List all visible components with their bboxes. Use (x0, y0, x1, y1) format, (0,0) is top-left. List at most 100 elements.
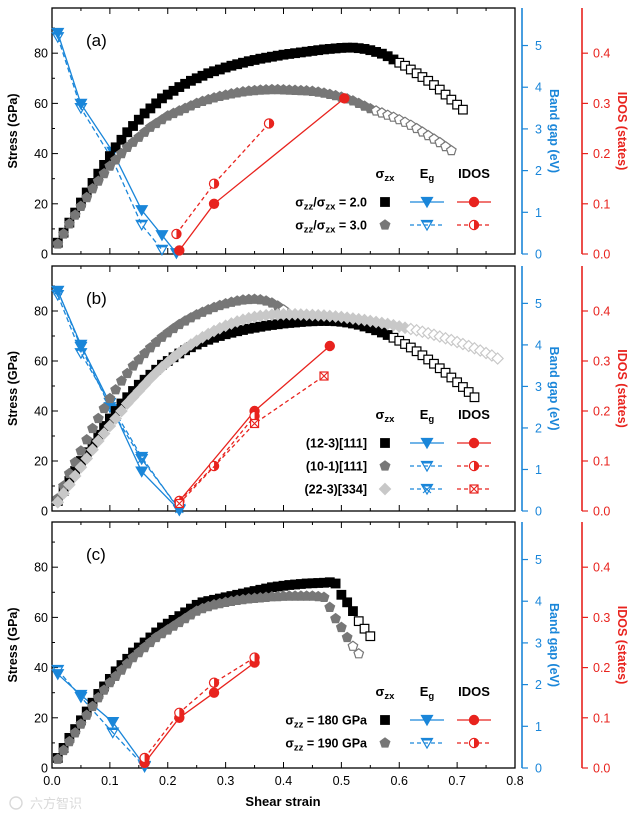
stress-point (98, 684, 110, 695)
idos-point-half (144, 753, 150, 763)
x-tick-label: 0.7 (448, 774, 465, 788)
x-axis: 0.0 0.1 0.2 0.3 0.4 0.5 0.6 0.7 0.8 (43, 774, 523, 788)
stress-point (342, 597, 353, 608)
legend-header-sub: zx (384, 691, 395, 702)
x-tick-label: 0.4 (275, 774, 292, 788)
panel-label: (b) (86, 289, 107, 308)
panel-a: 0 20 40 60 80 Stress (GPa) 0 1 2 3 4 5 Band gap (eV)… (6, 7, 629, 262)
stress-point (336, 589, 347, 600)
legend-stress-marker (380, 197, 390, 207)
gap-tick-label: 3 (535, 122, 542, 136)
stress-tick-label: 60 (34, 97, 48, 111)
stress-point (151, 98, 162, 109)
idos-series-2 (139, 652, 260, 764)
stress-point (86, 443, 99, 457)
idos-point-cross (174, 499, 184, 508)
gap-tick-label: 2 (535, 164, 542, 178)
gap-point (135, 205, 149, 217)
stress-point (128, 121, 138, 131)
legend-gap-marker (420, 460, 434, 473)
stress-point (445, 144, 457, 156)
gap-point (106, 717, 120, 729)
legend-header: IDOS (458, 166, 490, 181)
idos-point-half (269, 118, 274, 129)
legend-header: IDOS (458, 407, 490, 422)
gap-point-cross (52, 286, 64, 296)
stress-point (109, 412, 123, 425)
gap-tick-label: 0 (535, 762, 542, 776)
legend-label: σzz​ = 190 GPa (285, 737, 368, 754)
stress-point (92, 175, 104, 186)
stress-point (122, 127, 133, 138)
legend-stress-marker (380, 438, 390, 448)
gap-point (106, 727, 120, 739)
stress-series-1 (52, 42, 468, 248)
legend-idos-marker (468, 714, 480, 726)
gap-tick-label: 5 (535, 297, 542, 311)
legend-text: = 3.0 (335, 219, 367, 233)
legend-label: σzz​/σzx​ = 3.0 (295, 219, 367, 236)
gap-point (135, 466, 149, 478)
stress-series-2 (52, 83, 457, 249)
legend-sigma: σ (295, 196, 304, 210)
legend-sigma-sub: zx (325, 202, 336, 213)
stress-point (69, 456, 81, 467)
gap-tick-label: 2 (535, 678, 542, 692)
legend-header-sub: zx (384, 414, 395, 425)
stress-point (324, 601, 336, 613)
stress-series-3 (51, 307, 504, 509)
idos-tick-label: 0.2 (593, 147, 610, 161)
legend-header: IDOS (458, 684, 490, 699)
stress-point (110, 142, 121, 153)
legend-text: (22-3)[334] (304, 483, 367, 497)
gap-point (74, 341, 88, 354)
gap-point (155, 244, 169, 257)
legend-stress-marker (379, 219, 391, 230)
legend-label: (10-1)[111] (306, 460, 367, 474)
stress-point (120, 397, 134, 410)
stress-point (330, 612, 342, 624)
stress-point (458, 104, 468, 115)
legend-text: = 2.0 (335, 196, 367, 210)
plot-frame (51, 265, 516, 512)
stress-series-2 (52, 293, 290, 504)
legend-gap-marker-cross (421, 484, 433, 494)
legend-gap-marker (420, 714, 434, 727)
gap-axis-label: Band gap (eV) (547, 346, 561, 430)
idos-line (178, 375, 325, 504)
gap-line (57, 673, 146, 767)
idos-axis-label: IDOS (states) (615, 92, 629, 171)
watermark-text: 六方智识 (30, 796, 82, 811)
gap-point-cross (136, 454, 148, 464)
idos-series-1 (174, 93, 350, 256)
stress-point (98, 167, 110, 179)
legend-text: = 190 GPa (303, 737, 368, 751)
x-tick-label: 0.1 (101, 774, 118, 788)
gap-tick-label: 0 (535, 505, 542, 519)
gap-point (51, 285, 65, 298)
gap-tick-label: 0 (535, 248, 542, 262)
idos-axis-label: IDOS (states) (615, 606, 629, 685)
legend-idos-marker-cross (469, 484, 479, 494)
legend-text: (12-3)[111] (306, 437, 367, 451)
stress-point (115, 404, 128, 418)
stress-tick-label: 60 (34, 611, 48, 625)
idos-point-half (176, 229, 182, 239)
stress-point (348, 606, 358, 617)
stress-point (81, 191, 93, 203)
legend-header: σzx (376, 684, 396, 702)
legend-text: = 180 GPa (303, 714, 368, 728)
legend-header-sub: zx (384, 173, 395, 184)
gap-point (74, 102, 88, 115)
idos-point-cross (319, 371, 329, 381)
stress-point (359, 623, 370, 634)
gap-axis-label: Band gap (eV) (547, 89, 561, 173)
idos-point (208, 198, 220, 209)
legend-gap-marker (420, 483, 434, 496)
legend-sigma: σ (295, 219, 304, 233)
stress-point (126, 390, 140, 404)
stress-point (87, 700, 99, 712)
stress-tick-label: 0 (41, 505, 48, 519)
legend-text: / (313, 196, 317, 210)
